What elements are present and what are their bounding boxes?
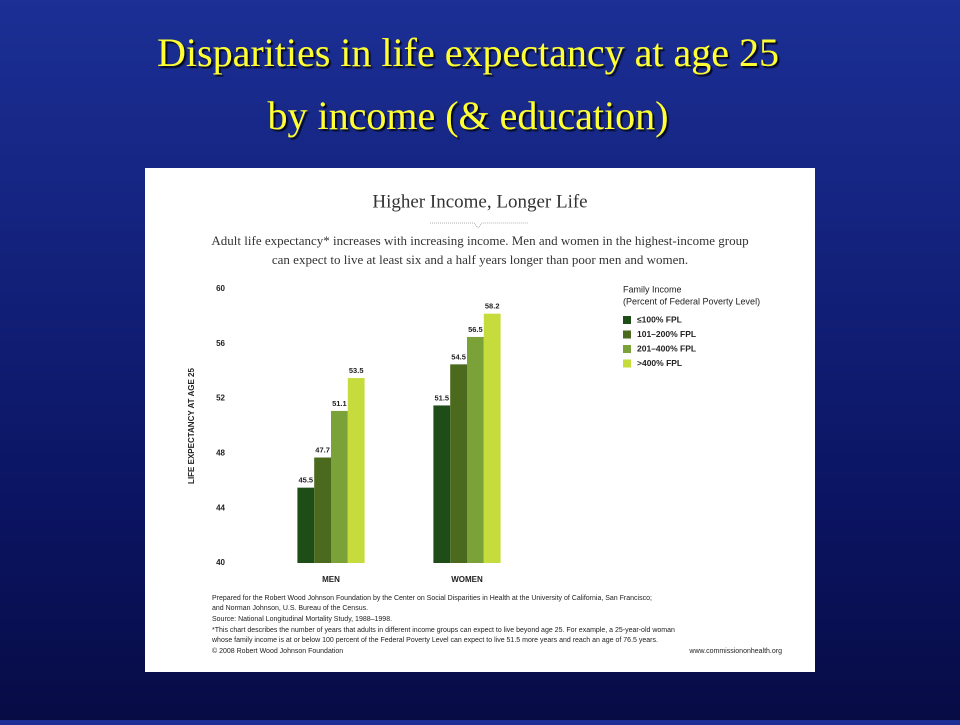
y-tick-label: 60: [216, 284, 225, 293]
note: © 2008 Robert Wood Johnson Foundation: [212, 647, 343, 655]
note: whose family income is at or below 100 p…: [211, 637, 658, 644]
divider: [430, 222, 528, 229]
x-tick-label: MEN: [322, 575, 340, 584]
legend-label: 101–200% FPL: [637, 329, 696, 339]
slide-title: Disparities in life expectancy at age 25: [157, 30, 779, 75]
note: Prepared for the Robert Wood Johnson Fou…: [212, 595, 652, 602]
y-axis-label: LIFE EXPECTANCY AT AGE 25: [187, 368, 196, 484]
bar: [483, 313, 501, 563]
value-label: 54.5: [451, 352, 466, 361]
y-tick-label: 44: [216, 503, 225, 512]
value-label: 56.5: [468, 325, 483, 334]
chart-subtitle: Adult life expectancy* increases with in…: [211, 233, 748, 248]
bar: [347, 378, 365, 563]
bar: [433, 405, 451, 563]
legend-label: ≤100% FPL: [637, 314, 682, 324]
y-tick-label: 56: [216, 339, 225, 348]
y-tick-label: 48: [216, 449, 225, 458]
y-tick-label: 40: [216, 558, 225, 567]
note: Source: National Longitudinal Mortality …: [212, 616, 392, 623]
chart-subtitle: can expect to live at least six and a ha…: [272, 252, 688, 267]
value-label: 51.5: [434, 393, 449, 402]
legend-swatch: [623, 345, 631, 353]
legend-label: 201–400% FPL: [637, 343, 696, 353]
note: *This chart describes the number of year…: [212, 627, 675, 634]
bar: [331, 410, 348, 563]
value-label: 47.7: [315, 445, 330, 454]
chart-title: Higher Income, Longer Life: [372, 191, 587, 212]
value-label: 58.2: [485, 302, 500, 311]
legend-label: >400% FPL: [637, 358, 682, 368]
legend-swatch: [623, 359, 631, 368]
value-label: 53.5: [349, 366, 364, 375]
legend-swatch: [623, 330, 631, 339]
legend-title: (Percent of Federal Poverty Level): [623, 296, 760, 306]
slide-title: by income (& education): [268, 93, 669, 138]
y-tick-label: 52: [216, 394, 225, 403]
bar: [467, 336, 484, 563]
bar: [450, 364, 467, 563]
bar: [314, 457, 331, 563]
legend-swatch: [623, 316, 631, 324]
note: and Norman Johnson, U.S. Bureau of the C…: [212, 605, 368, 612]
value-label: 45.5: [298, 476, 313, 485]
legend-title: Family Income: [623, 284, 682, 294]
bar: [297, 487, 315, 563]
source-url: www.commissiononhealth.org: [688, 648, 782, 655]
x-tick-label: WOMEN: [451, 575, 483, 584]
value-label: 51.1: [332, 399, 347, 408]
